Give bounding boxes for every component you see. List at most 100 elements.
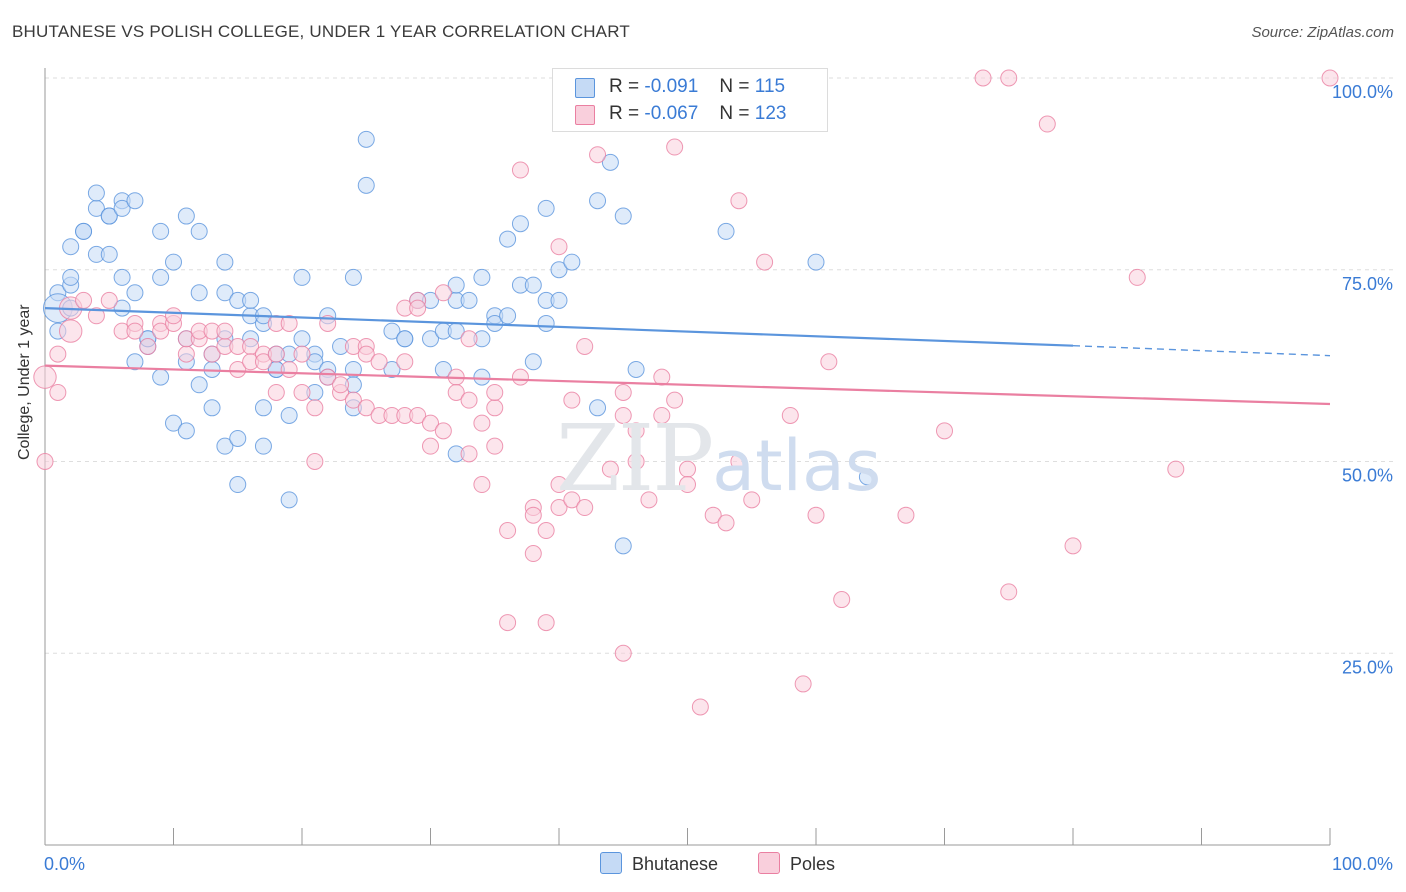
bhutanese-point	[589, 192, 607, 210]
bhutanese-point	[383, 360, 401, 378]
poles-point	[743, 491, 761, 509]
poles-point	[576, 337, 594, 355]
y-axis-label: College, Under 1 year	[16, 304, 33, 460]
poles-point	[229, 360, 247, 378]
poles-point	[165, 307, 182, 325]
poles-point	[33, 365, 57, 389]
bhutanese-point	[113, 268, 131, 286]
bhutanese-point	[242, 291, 260, 309]
source-note: Source: ZipAtlas.com	[1251, 24, 1394, 41]
n-value: 115	[754, 76, 786, 97]
bhutanese-point	[254, 399, 272, 417]
y-tick-label: 75.0%	[1342, 274, 1393, 294]
poles-point	[1038, 115, 1056, 133]
bottom-legend-poles[interactable]: Poles	[758, 852, 835, 875]
poles-point	[524, 506, 542, 524]
poles-point	[679, 476, 696, 494]
poles-point	[254, 353, 272, 371]
poles-point	[460, 391, 478, 409]
bottom-legend-bhutanese[interactable]: Bhutanese	[600, 852, 718, 875]
poles-point	[807, 506, 825, 524]
poles-point	[666, 138, 684, 156]
poles-point	[36, 453, 54, 470]
bhutanese-point	[293, 268, 311, 286]
poles-point	[447, 383, 465, 401]
poles-legend-label: Poles	[790, 854, 836, 874]
poles-point	[550, 499, 568, 517]
y-tick-label: 100.0%	[1332, 82, 1393, 102]
poles-point	[730, 453, 748, 470]
poles-point	[126, 322, 144, 340]
poles-point	[601, 460, 619, 478]
poles-point	[1167, 460, 1185, 478]
bhutanese-point	[807, 253, 825, 271]
bhutanese-point	[152, 268, 170, 286]
r-label: R =	[609, 76, 640, 97]
poles-point	[434, 422, 452, 440]
bhutanese-point	[126, 192, 144, 210]
bhutanese-point	[537, 314, 555, 332]
bhutanese-point	[87, 184, 105, 202]
bhutanese-point	[422, 330, 439, 348]
bhutanese-point	[524, 276, 542, 294]
poles-swatch	[758, 852, 780, 874]
poles-point	[473, 414, 491, 432]
poles-point	[332, 376, 350, 394]
bhutanese-point	[357, 130, 375, 148]
bhutanese-point	[190, 284, 208, 302]
bhutanese-point	[460, 291, 478, 309]
poles-point	[627, 422, 645, 440]
poles-point	[460, 330, 478, 348]
poles-point	[203, 345, 221, 363]
bhutanese-point	[126, 284, 144, 302]
poles-point	[704, 506, 722, 524]
bhutanese-point	[62, 238, 80, 256]
poles-point	[794, 675, 812, 693]
poles-point	[653, 368, 671, 386]
bhutanese-point	[177, 422, 195, 440]
poles-point	[1000, 69, 1018, 87]
poles-point	[974, 69, 992, 87]
poles-point	[473, 476, 491, 494]
bhutanese-point	[524, 353, 542, 371]
poles-point	[833, 591, 851, 609]
bhutanese-point	[306, 353, 324, 371]
bhutanese-point	[537, 199, 555, 217]
poles-point	[511, 161, 529, 179]
bhutanese-point	[203, 399, 221, 417]
n-label: N =	[719, 76, 750, 97]
bhutanese-point	[550, 291, 568, 309]
bhutanese-point	[614, 537, 632, 555]
poles-point	[589, 146, 607, 164]
bhutanese-point	[229, 429, 247, 447]
poles-point	[422, 437, 439, 455]
legend-swatch-poles	[575, 105, 595, 125]
poles-trend-line	[44, 364, 1331, 406]
poles-point	[434, 284, 452, 302]
poles-point	[614, 406, 632, 424]
poles-point	[550, 476, 568, 494]
poles-point	[357, 399, 375, 417]
bhutanese-point	[447, 276, 465, 294]
poles-point	[216, 322, 234, 340]
bhutanese-point	[499, 230, 517, 248]
poles-point	[486, 437, 504, 455]
bhutanese-point	[511, 215, 529, 233]
r-value: -0.067	[644, 103, 699, 124]
poles-point	[396, 353, 414, 371]
bhutanese-point	[229, 476, 247, 494]
bhutanese-point	[152, 368, 170, 386]
poles-point	[627, 453, 645, 470]
y-tick-label: 50.0%	[1342, 466, 1393, 486]
poles-point	[486, 399, 504, 417]
bhutanese-point	[293, 330, 311, 348]
poles-point	[306, 399, 324, 417]
bhutanese-point	[589, 399, 607, 417]
poles-point	[576, 499, 594, 517]
poles-point	[486, 383, 504, 401]
poles-point	[267, 345, 285, 363]
bhutanese-point	[383, 322, 401, 340]
bhutanese-trend-extension	[1072, 344, 1331, 357]
poles-point	[730, 192, 748, 210]
poles-point	[936, 422, 953, 440]
